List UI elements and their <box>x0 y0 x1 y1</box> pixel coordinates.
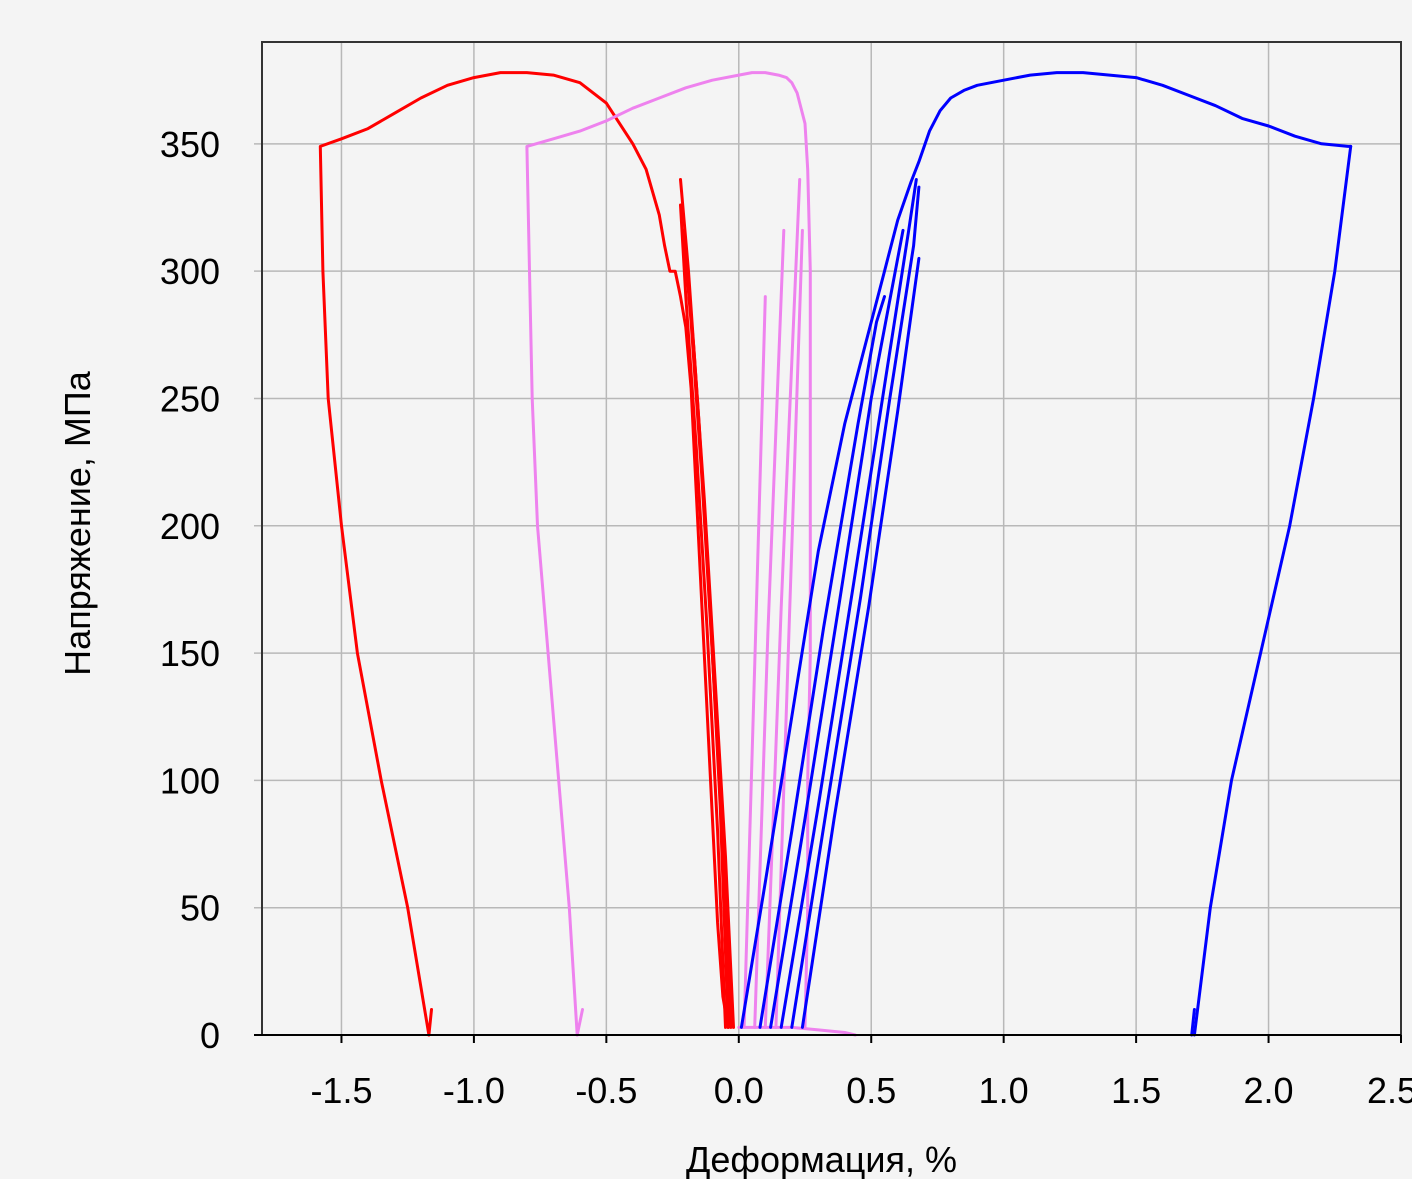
y-tick-label: 0 <box>200 1015 220 1056</box>
series-line-15 <box>1192 144 1353 1037</box>
series-line-18 <box>779 178 918 1029</box>
series-line-19 <box>790 185 921 1029</box>
x-tick-label: 2.0 <box>1244 1070 1294 1111</box>
x-tick-labels: -1.5 -1.0 -0.5 0.0 0.5 1.0 1.5 2.0 2.5 <box>310 1035 1412 1111</box>
series-line-20 <box>800 256 921 1029</box>
series-line-16 <box>758 295 886 1029</box>
x-tick-label: -1.0 <box>443 1070 505 1111</box>
series-line-10 <box>763 178 802 1029</box>
series-line-13 <box>575 1008 584 1037</box>
y-tick-label: 350 <box>160 124 220 165</box>
y-tick-label: 150 <box>160 633 220 674</box>
series-line-2 <box>679 203 727 1029</box>
y-tick-label: 300 <box>160 251 220 292</box>
series-line-4 <box>684 254 735 1029</box>
series-line-7 <box>803 524 812 1029</box>
series-line-21 <box>1190 1008 1196 1037</box>
series-line-6 <box>525 71 812 1037</box>
plot-area-frame <box>261 41 1402 1036</box>
y-tick-label: 50 <box>180 888 220 929</box>
series-layer <box>318 71 1353 1037</box>
x-tick-label: 1.0 <box>979 1070 1029 1111</box>
x-tick-label: -1.5 <box>310 1070 372 1111</box>
series-line-17 <box>769 228 905 1029</box>
series-line-5 <box>427 1008 433 1037</box>
series-line-12 <box>737 1025 857 1037</box>
x-tick-label: 2.5 <box>1367 1070 1412 1111</box>
y-tick-label: 100 <box>160 760 220 801</box>
y-axis-title: Напряжение, МПа <box>57 370 98 676</box>
x-axis-title: Деформация, % <box>686 1139 957 1179</box>
x-tick-label: 1.5 <box>1111 1070 1161 1111</box>
series-line-0 <box>318 71 730 1037</box>
y-tick-labels: 0 50 100 150 200 250 300 350 <box>160 124 220 1056</box>
x-tick-label: -0.5 <box>575 1070 637 1111</box>
series-line-8 <box>742 295 767 1029</box>
x-tick-label: 0.5 <box>846 1070 896 1111</box>
y-tick-label: 200 <box>160 506 220 547</box>
grid-lines <box>254 42 1401 1035</box>
y-tick-label: 250 <box>160 378 220 419</box>
x-tick-label: 0.0 <box>714 1070 764 1111</box>
series-line-14 <box>739 71 1353 1029</box>
series-line-9 <box>753 228 786 1029</box>
